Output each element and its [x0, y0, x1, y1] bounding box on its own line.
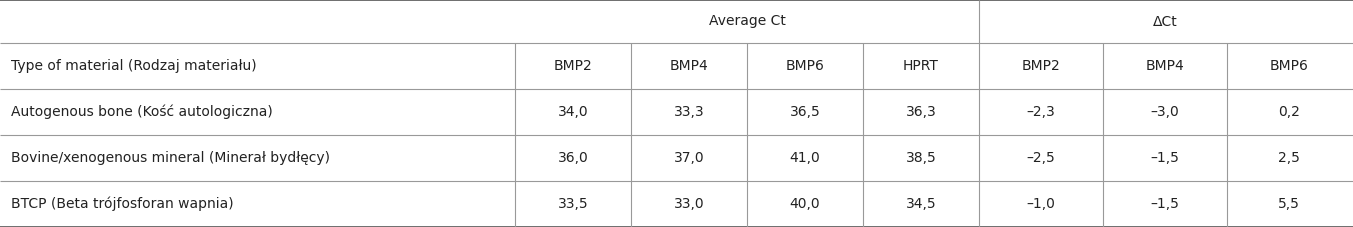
Text: BMP4: BMP4 — [670, 59, 709, 73]
Text: Autogenous bone (Kość autologiczna): Autogenous bone (Kość autologiczna) — [11, 105, 272, 119]
Text: Bovine/xenogenous mineral (Minerał bydłęcy): Bovine/xenogenous mineral (Minerał bydłę… — [11, 151, 330, 165]
Text: 0,2: 0,2 — [1279, 105, 1300, 119]
Text: 36,3: 36,3 — [905, 105, 936, 119]
Text: 40,0: 40,0 — [790, 197, 820, 211]
Text: –2,5: –2,5 — [1027, 151, 1055, 165]
Text: 33,0: 33,0 — [674, 197, 705, 211]
Text: 34,5: 34,5 — [905, 197, 936, 211]
Text: 36,0: 36,0 — [557, 151, 589, 165]
Text: 37,0: 37,0 — [674, 151, 705, 165]
Text: BMP6: BMP6 — [1269, 59, 1308, 73]
Text: Average Ct: Average Ct — [709, 15, 786, 29]
Text: 36,5: 36,5 — [790, 105, 820, 119]
Text: 38,5: 38,5 — [905, 151, 936, 165]
Text: 5,5: 5,5 — [1279, 197, 1300, 211]
Text: BMP4: BMP4 — [1146, 59, 1184, 73]
Text: –2,3: –2,3 — [1027, 105, 1055, 119]
Text: 41,0: 41,0 — [790, 151, 820, 165]
Text: –1,0: –1,0 — [1027, 197, 1055, 211]
Text: BMP6: BMP6 — [786, 59, 824, 73]
Text: Type of material (Rodzaj materiału): Type of material (Rodzaj materiału) — [11, 59, 257, 73]
Text: ΔCt: ΔCt — [1153, 15, 1177, 29]
Text: HPRT: HPRT — [902, 59, 939, 73]
Text: 33,3: 33,3 — [674, 105, 705, 119]
Text: –1,5: –1,5 — [1150, 197, 1180, 211]
Text: 34,0: 34,0 — [557, 105, 589, 119]
Text: 33,5: 33,5 — [557, 197, 589, 211]
Text: BMP2: BMP2 — [553, 59, 593, 73]
Text: BTCP (Beta trójfosforan wapnia): BTCP (Beta trójfosforan wapnia) — [11, 197, 234, 211]
Text: –3,0: –3,0 — [1150, 105, 1180, 119]
Text: –1,5: –1,5 — [1150, 151, 1180, 165]
Text: 2,5: 2,5 — [1279, 151, 1300, 165]
Text: BMP2: BMP2 — [1022, 59, 1061, 73]
